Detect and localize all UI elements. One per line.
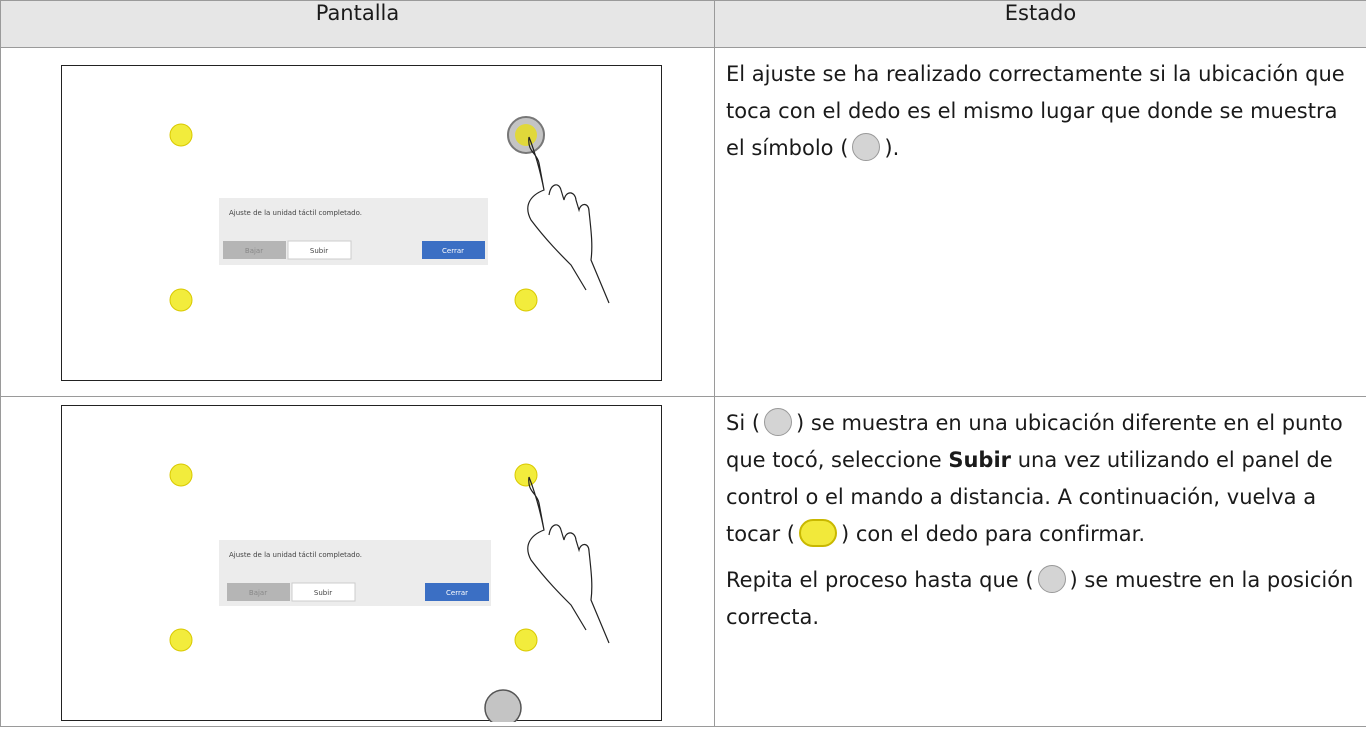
icon-gray <box>852 133 881 161</box>
text: ). <box>884 136 900 160</box>
text: Repita el proceso hasta que ( <box>726 568 1034 592</box>
screen: Ajuste de la unidad táctil completado. B… <box>61 405 662 727</box>
icon-gray <box>764 408 793 436</box>
paragraph: Si () se muestra en una ubicación difere… <box>726 405 1356 553</box>
status-cell: El ajuste se ha realizado correctamente … <box>714 47 1366 397</box>
header-cell: Estado <box>714 0 1366 48</box>
button: Bajar <box>249 589 267 597</box>
button: Cerrar <box>446 589 468 597</box>
button: Cerrar <box>442 247 464 255</box>
status-cell: Si () se muestra en una ubicación difere… <box>714 396 1366 727</box>
paragraph: El ajuste se ha realizado correctamente … <box>726 56 1356 167</box>
text: ) con el dedo para con­firmar. <box>841 522 1146 546</box>
dialog-text: Ajuste de la unidad táctil completado. <box>229 551 362 559</box>
bold-text: Subir <box>948 448 1012 472</box>
text: ) se muestre en la posición correcta. <box>726 568 1354 629</box>
screen-cell: Ajuste de la unidad táctil completado. B… <box>0 396 715 727</box>
button: Subir <box>314 589 332 597</box>
button: Subir <box>310 247 328 255</box>
icon-gray <box>1037 565 1066 593</box>
text: Si ( <box>726 411 761 435</box>
text: una vez utilizando el panel de control o… <box>726 448 1333 546</box>
screen: Ajuste de la unidad táctil completado. B… <box>61 65 662 381</box>
header-cell: Pantalla <box>0 0 715 48</box>
paragraph: Repita el proceso hasta que () se muestr… <box>726 562 1356 636</box>
text: El ajuste se ha realizado correctamente … <box>726 62 1345 160</box>
screen-cell: Ajuste de la unidad táctil completado. B… <box>0 47 715 397</box>
button: Bajar <box>245 247 263 255</box>
dialog-text: Ajuste de la unidad táctil completado. <box>229 209 362 217</box>
text: ) se muestra en una ubicación diferente … <box>726 411 1343 472</box>
icon-yellow <box>799 519 837 547</box>
